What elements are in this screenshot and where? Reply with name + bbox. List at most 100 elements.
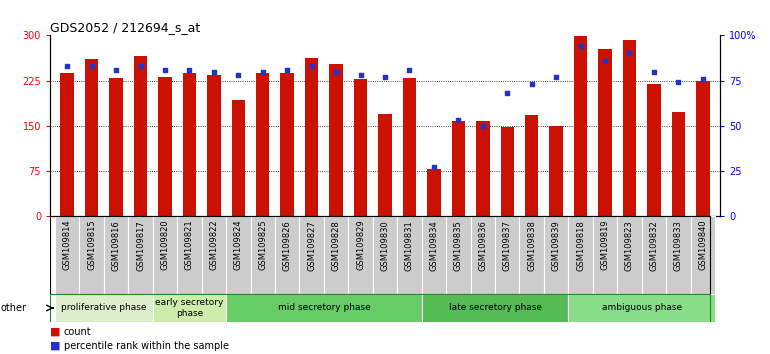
Point: [183, 67, 196, 73]
Bar: [422, 216, 446, 294]
Point: [208, 69, 220, 74]
Bar: [152, 294, 226, 322]
Text: GSM109817: GSM109817: [136, 220, 145, 270]
Point: [85, 63, 98, 69]
Point: [379, 74, 391, 80]
Text: GSM109823: GSM109823: [625, 220, 634, 270]
Bar: [495, 216, 520, 294]
Bar: [250, 216, 275, 294]
Bar: [324, 216, 348, 294]
Text: GDS2052 / 212694_s_at: GDS2052 / 212694_s_at: [50, 21, 200, 34]
Point: [599, 58, 611, 63]
Bar: [476, 121, 490, 216]
Bar: [256, 73, 270, 216]
Bar: [60, 73, 74, 216]
Text: ■: ■: [50, 341, 61, 351]
Bar: [354, 79, 367, 216]
Point: [452, 118, 464, 123]
Bar: [79, 216, 104, 294]
Text: GSM109831: GSM109831: [405, 220, 414, 270]
Text: percentile rank within the sample: percentile rank within the sample: [64, 341, 229, 351]
Bar: [623, 40, 636, 216]
Text: GSM109836: GSM109836: [478, 220, 487, 271]
Text: mid secretory phase: mid secretory phase: [277, 303, 370, 313]
Point: [672, 80, 685, 85]
Bar: [422, 294, 568, 322]
Point: [550, 74, 562, 80]
Text: GSM109822: GSM109822: [209, 220, 219, 270]
Text: GSM109838: GSM109838: [527, 220, 536, 271]
Bar: [520, 216, 544, 294]
Bar: [207, 74, 220, 216]
Bar: [159, 77, 172, 216]
Text: GSM109832: GSM109832: [649, 220, 658, 270]
Point: [61, 63, 73, 69]
Bar: [671, 112, 685, 216]
Bar: [85, 59, 99, 216]
Bar: [550, 126, 563, 216]
Text: GSM109819: GSM109819: [601, 220, 610, 270]
Text: count: count: [64, 327, 92, 337]
Bar: [470, 216, 495, 294]
Text: GSM109830: GSM109830: [380, 220, 390, 270]
Text: GSM109820: GSM109820: [160, 220, 169, 270]
Bar: [373, 216, 397, 294]
Point: [110, 67, 122, 73]
Text: GSM109816: GSM109816: [112, 220, 121, 270]
Bar: [427, 169, 440, 216]
Point: [306, 63, 318, 69]
Point: [477, 123, 489, 129]
Bar: [691, 216, 715, 294]
Bar: [232, 100, 245, 216]
Text: GSM109827: GSM109827: [307, 220, 316, 270]
Text: ambiguous phase: ambiguous phase: [601, 303, 681, 313]
Bar: [641, 216, 666, 294]
Bar: [598, 48, 611, 216]
Bar: [500, 127, 514, 216]
Point: [428, 164, 440, 170]
Text: GSM109818: GSM109818: [576, 220, 585, 270]
Text: GSM109824: GSM109824: [234, 220, 243, 270]
Bar: [525, 115, 538, 216]
Point: [624, 51, 636, 56]
Point: [697, 76, 709, 81]
Text: early secretory
phase: early secretory phase: [156, 298, 223, 318]
Point: [354, 72, 367, 78]
Bar: [666, 216, 691, 294]
Text: GSM109826: GSM109826: [283, 220, 292, 270]
Bar: [397, 216, 422, 294]
Bar: [618, 216, 641, 294]
Text: GSM109814: GSM109814: [62, 220, 72, 270]
Bar: [568, 294, 715, 322]
Point: [648, 69, 660, 74]
Point: [330, 69, 342, 74]
Point: [574, 44, 587, 49]
Text: GSM109828: GSM109828: [332, 220, 340, 270]
Bar: [280, 73, 294, 216]
Bar: [55, 294, 152, 322]
Bar: [378, 114, 392, 216]
Bar: [275, 216, 300, 294]
Bar: [55, 216, 79, 294]
Text: GSM109837: GSM109837: [503, 220, 512, 271]
Text: proliferative phase: proliferative phase: [61, 303, 146, 313]
Bar: [129, 216, 152, 294]
Point: [134, 63, 146, 69]
Point: [281, 67, 293, 73]
Bar: [152, 216, 177, 294]
Bar: [305, 58, 318, 216]
Text: GSM109829: GSM109829: [356, 220, 365, 270]
Bar: [696, 80, 710, 216]
Bar: [593, 216, 618, 294]
Bar: [226, 216, 250, 294]
Bar: [300, 216, 324, 294]
Point: [256, 69, 269, 74]
Bar: [202, 216, 226, 294]
Point: [526, 81, 538, 87]
Text: GSM109835: GSM109835: [454, 220, 463, 270]
Text: ■: ■: [50, 327, 61, 337]
Text: GSM109839: GSM109839: [551, 220, 561, 270]
Bar: [226, 294, 422, 322]
Bar: [544, 216, 568, 294]
Bar: [568, 216, 593, 294]
